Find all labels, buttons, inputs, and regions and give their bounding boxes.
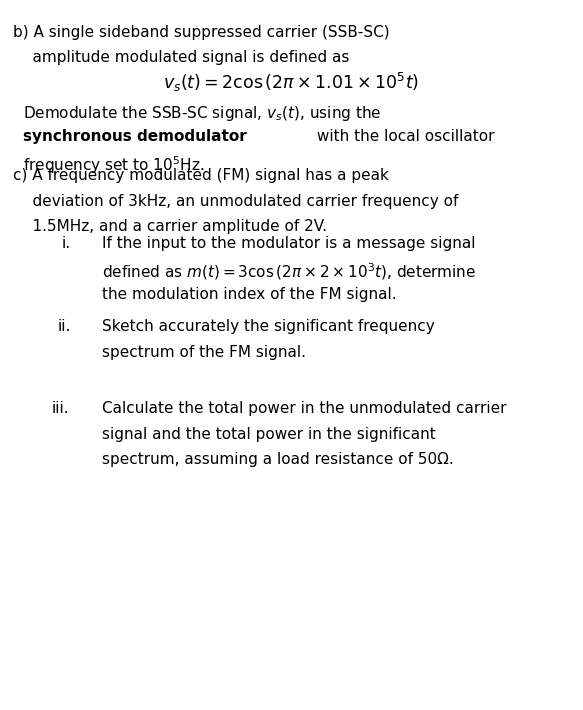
- Text: c) A frequency modulated (FM) signal has a peak: c) A frequency modulated (FM) signal has…: [13, 168, 389, 183]
- Text: Demodulate the SSB-SC signal, $v_s(t)$, using the: Demodulate the SSB-SC signal, $v_s(t)$, …: [23, 104, 382, 123]
- Text: with the local oscillator: with the local oscillator: [312, 129, 494, 144]
- Text: 1.5MHz, and a carrier amplitude of 2V.: 1.5MHz, and a carrier amplitude of 2V.: [13, 219, 327, 234]
- Text: defined as $m(t) = 3\mathrm{cos}\,(2\pi \times 2 \times 10^3 t)$, determine: defined as $m(t) = 3\mathrm{cos}\,(2\pi …: [102, 261, 476, 282]
- Text: deviation of 3kHz, an unmodulated carrier frequency of: deviation of 3kHz, an unmodulated carrie…: [13, 194, 458, 209]
- Text: Calculate the total power in the unmodulated carrier: Calculate the total power in the unmodul…: [102, 401, 507, 416]
- Text: spectrum of the FM signal.: spectrum of the FM signal.: [102, 345, 306, 360]
- Text: signal and the total power in the significant: signal and the total power in the signif…: [102, 427, 436, 442]
- Text: spectrum, assuming a load resistance of 50Ω.: spectrum, assuming a load resistance of …: [102, 452, 454, 467]
- Text: the modulation index of the FM signal.: the modulation index of the FM signal.: [102, 287, 396, 302]
- Text: i.: i.: [61, 236, 71, 251]
- Text: iii.: iii.: [51, 401, 69, 416]
- Text: frequency set to $10^5$Hz.: frequency set to $10^5$Hz.: [23, 155, 205, 177]
- Text: $v_s(t) = 2\mathrm{cos}\,(2\pi \times 1.01 \times 10^5 t)$: $v_s(t) = 2\mathrm{cos}\,(2\pi \times 1.…: [163, 71, 420, 94]
- Text: Sketch accurately the significant frequency: Sketch accurately the significant freque…: [102, 320, 435, 334]
- Text: synchronous demodulator: synchronous demodulator: [23, 129, 247, 144]
- Text: ii.: ii.: [57, 320, 71, 334]
- Text: amplitude modulated signal is defined as: amplitude modulated signal is defined as: [13, 50, 349, 65]
- Text: If the input to the modulator is a message signal: If the input to the modulator is a messa…: [102, 236, 476, 251]
- Text: b) A single sideband suppressed carrier (SSB-SC): b) A single sideband suppressed carrier …: [13, 25, 389, 40]
